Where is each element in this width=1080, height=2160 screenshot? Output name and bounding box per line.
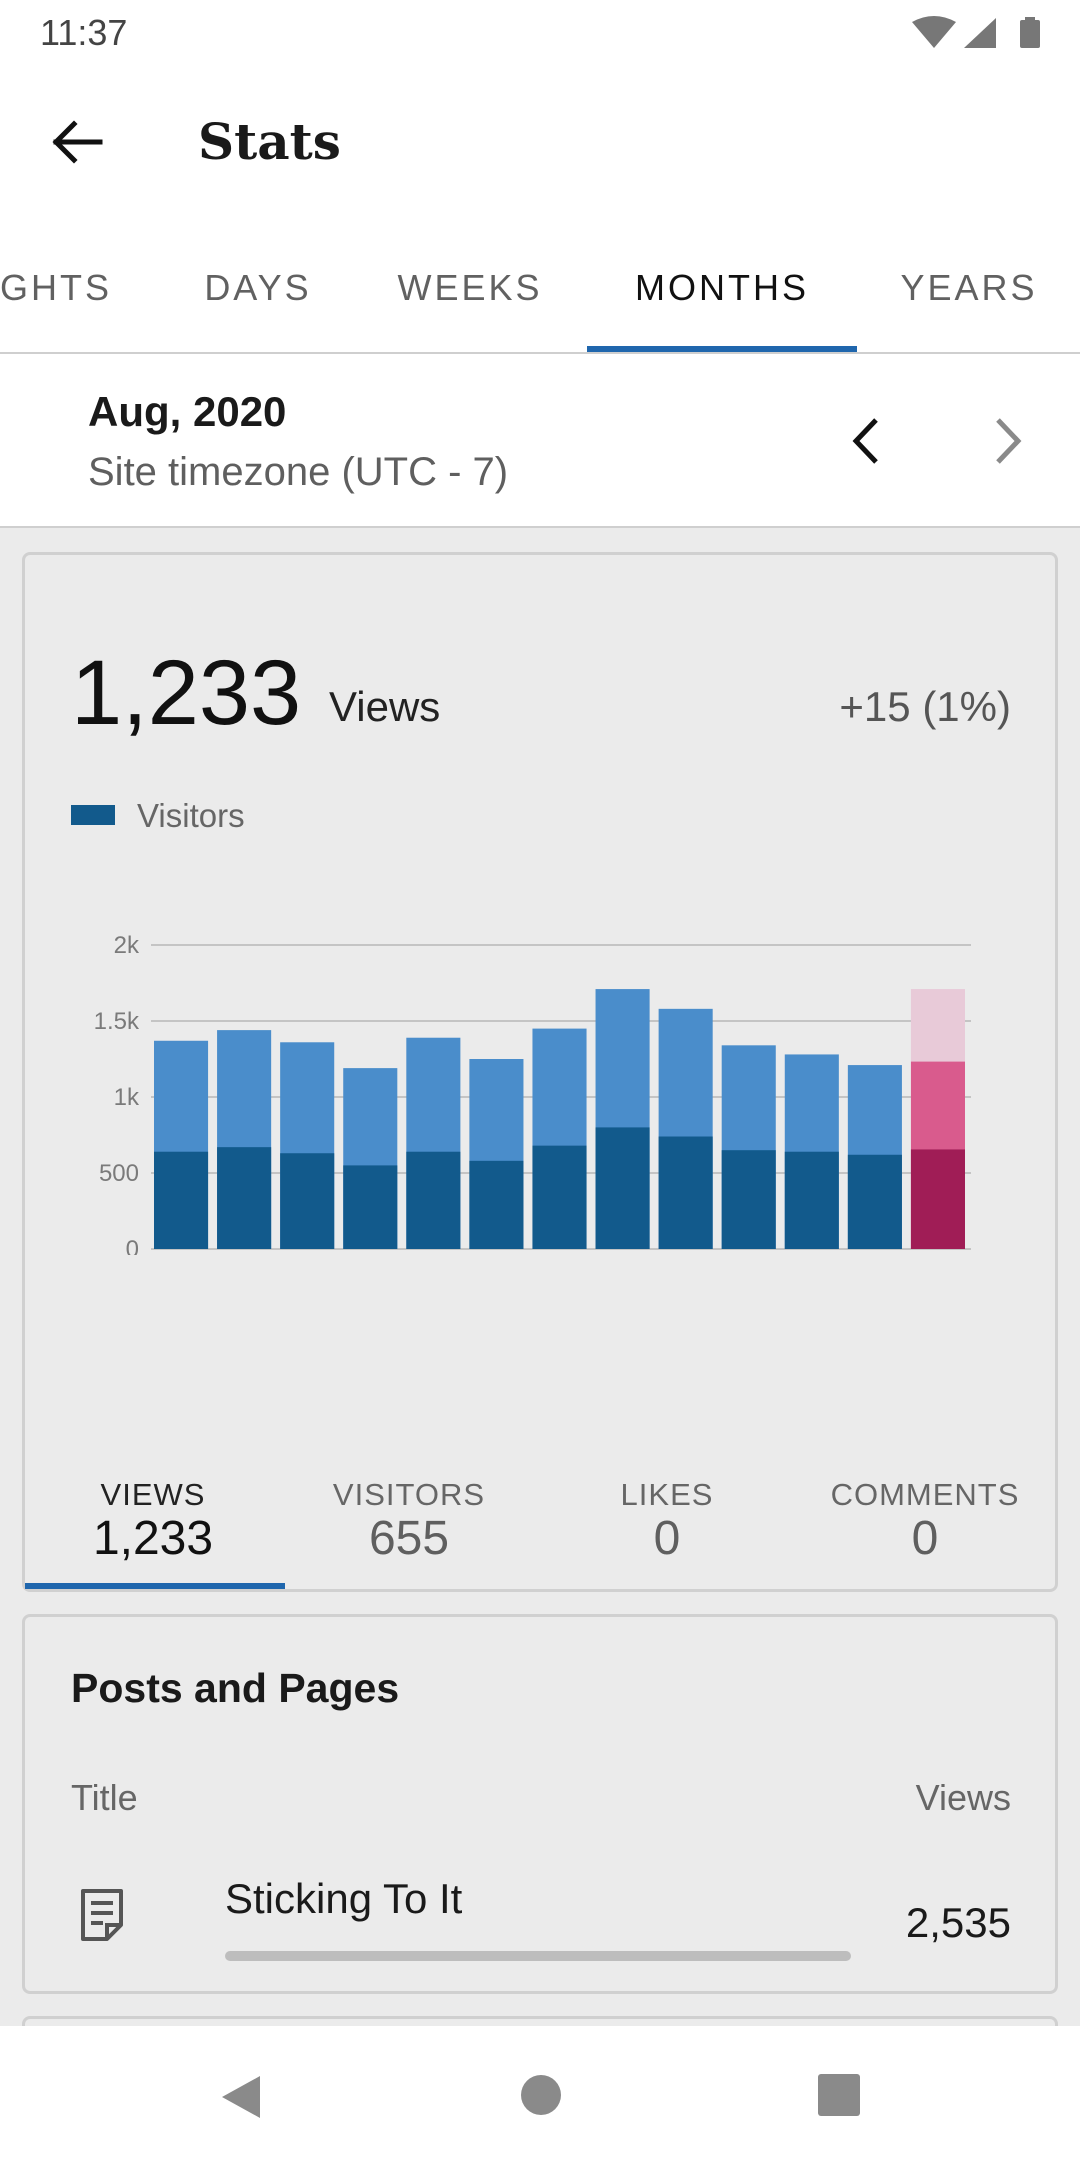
status-icons [912,16,1040,48]
legend-label: Visitors [137,797,245,834]
posts-title: Posts and Pages [71,1665,400,1711]
overview-value: 1,233 [71,642,302,744]
status-bar: 11:37 [0,0,1080,66]
tab-insights[interactable]: GHTS [0,267,113,308]
nav-recents-icon[interactable] [816,2072,862,2118]
bar-visitors[interactable] [532,1145,587,1249]
signal-icon [964,18,996,48]
bar-selected-highlight [910,989,965,1062]
stat-views-value[interactable]: 1,233 [92,1512,214,1565]
battery-icon [1020,17,1040,48]
post-title[interactable]: Sticking To It [225,1875,463,1922]
posts-pages-card: Posts and Pages Title Views Sticking To … [22,1614,1058,1994]
overview-card: 1,233 Views +15 (1%) Visitors 0 500 1k 1.5k… [22,552,1058,1592]
tab-indicator [587,346,857,352]
bar-visitors[interactable] [847,1154,902,1249]
bar-visitors[interactable] [217,1147,272,1249]
bar-visitors[interactable] [910,1149,965,1249]
y-tick-label: 0 [126,1236,139,1255]
tab-months[interactable]: MONTHS [635,267,809,308]
tab-days[interactable]: DAYS [204,267,312,308]
y-tick-label: 2k [114,932,140,959]
post-views: 2,535 [905,1899,1011,1946]
bar-visitors[interactable] [469,1160,524,1249]
stat-visitors-label[interactable]: VISITORS [332,1477,486,1512]
nav-home-icon[interactable] [518,2072,564,2118]
period-tabs: GHTS DAYS WEEKS MONTHS YEARS [0,216,1080,354]
bar-visitors[interactable] [343,1165,398,1249]
chevron-left-icon[interactable] [848,416,884,466]
column-views-header: Views [915,1777,1011,1818]
nav-back-icon[interactable] [218,2072,264,2122]
tab-weeks[interactable]: WEEKS [397,267,543,308]
date-title: Aug, 2020 [88,388,287,435]
y-tick-label: 1.5k [94,1008,140,1035]
app-bar: Stats [0,66,1080,216]
bar-visitors[interactable] [154,1151,209,1249]
column-title-header: Title [71,1777,138,1818]
overview-change: +15 (1%) [839,683,1011,730]
legend-swatch [71,805,115,825]
stat-comments-label[interactable]: COMMENTS [830,1477,1020,1512]
status-time: 11:37 [40,12,128,53]
bar-visitors[interactable] [595,1127,650,1249]
navigation-bar [0,2026,1080,2160]
stat-views-label[interactable]: VIEWS [100,1477,206,1512]
y-tick-label: 500 [99,1160,139,1187]
post-views-bar [225,1951,851,1961]
tab-years[interactable]: YEARS [900,267,1038,308]
document-icon [81,1889,123,1941]
wifi-icon [912,16,956,48]
timezone-label: Site timezone (UTC - 7) [88,450,509,494]
bar-visitors[interactable] [721,1150,776,1249]
y-tick-label: 1k [114,1084,140,1111]
date-selector: Aug, 2020 Site timezone (UTC - 7) [0,354,1080,528]
overview-value-label: Views [329,683,441,730]
stat-comments-value[interactable]: 0 [911,1512,939,1565]
chevron-right-icon[interactable] [990,416,1026,466]
bar-visitors[interactable] [406,1151,461,1249]
arrow-back-icon[interactable] [50,120,104,164]
stat-likes-label[interactable]: LIKES [620,1477,714,1512]
stat-visitors-value[interactable]: 655 [368,1512,450,1565]
bar-visitors[interactable] [784,1151,839,1249]
stat-likes-value[interactable]: 0 [653,1512,681,1565]
bar-visitors[interactable] [658,1136,713,1249]
page-title: Stats [198,112,341,171]
stat-indicator [25,1583,285,1589]
bar-visitors[interactable] [280,1153,335,1249]
